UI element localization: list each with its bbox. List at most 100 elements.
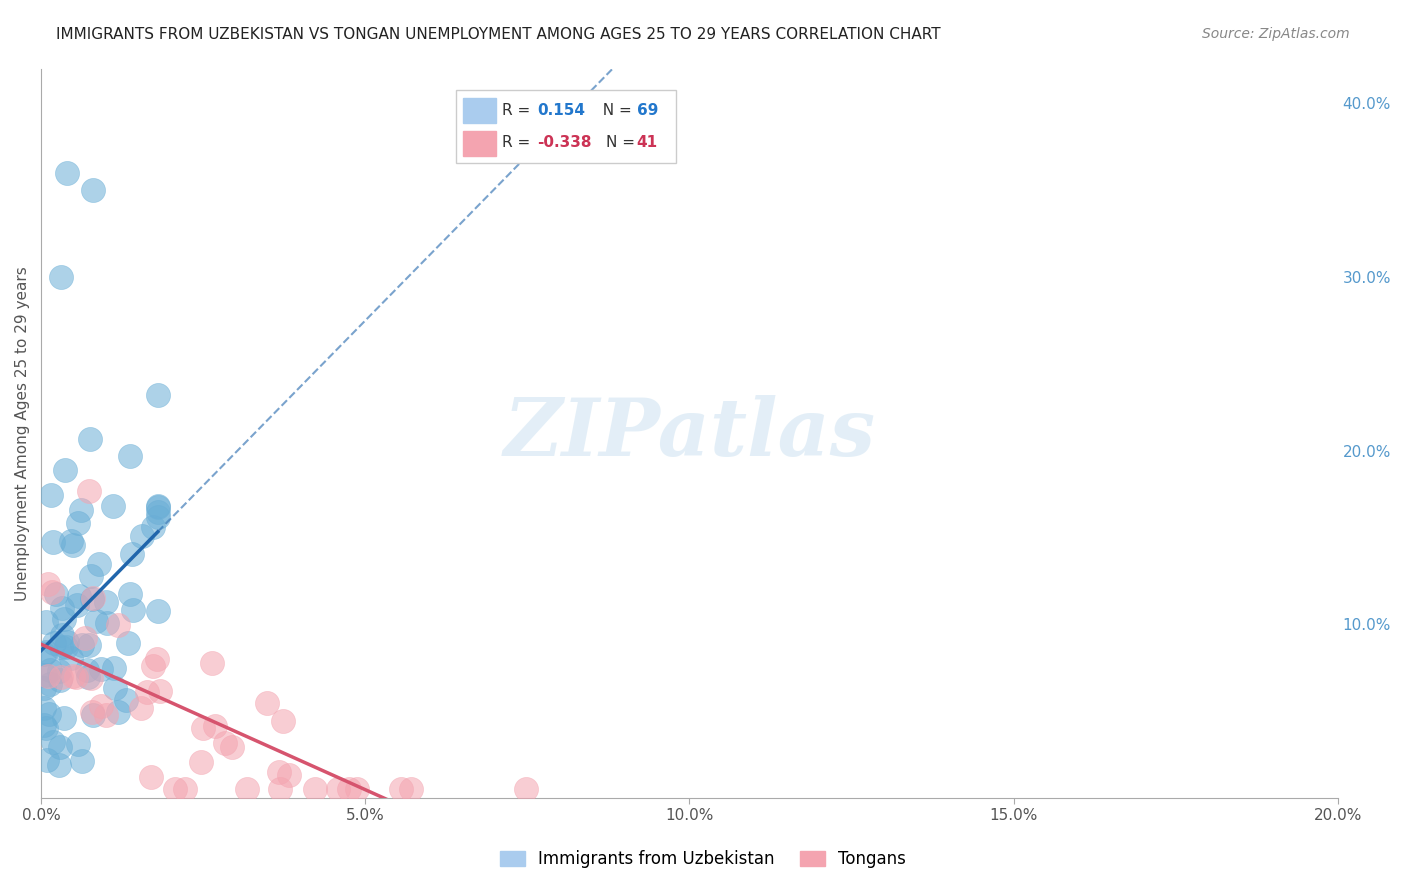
Point — [67, 516, 90, 531]
Point — [163, 782, 186, 797]
Point — [204, 719, 226, 733]
Point — [56, 166, 79, 180]
Point — [34, 647, 56, 661]
Point — [37, 669, 59, 683]
Point — [44, 636, 66, 650]
Point — [49, 739, 72, 754]
Point — [117, 636, 139, 650]
Point — [51, 670, 73, 684]
Point — [269, 765, 291, 780]
Point — [346, 782, 368, 797]
Point — [235, 782, 257, 797]
Point — [55, 640, 77, 654]
Point — [82, 183, 104, 197]
Point — [77, 484, 100, 499]
Text: Source: ZipAtlas.com: Source: ZipAtlas.com — [1202, 27, 1350, 41]
Point — [120, 587, 142, 601]
Point — [70, 638, 93, 652]
Point — [62, 669, 84, 683]
Point — [96, 616, 118, 631]
Legend: Immigrants from Uzbekistan, Tongans: Immigrants from Uzbekistan, Tongans — [494, 844, 912, 875]
Point — [82, 708, 104, 723]
Point — [271, 714, 294, 729]
Point — [131, 529, 153, 543]
Point — [191, 721, 214, 735]
Point — [89, 557, 111, 571]
Point — [49, 640, 72, 654]
Point — [115, 693, 138, 707]
Point — [76, 663, 98, 677]
Point — [39, 488, 62, 502]
Point — [201, 656, 224, 670]
Point — [190, 755, 212, 769]
Point — [75, 631, 97, 645]
Point — [104, 681, 127, 696]
Point — [142, 520, 165, 534]
Point — [221, 739, 243, 754]
Point — [48, 673, 70, 688]
Point — [515, 782, 537, 797]
Point — [148, 684, 170, 698]
Point — [399, 782, 422, 797]
Point — [48, 664, 70, 678]
Point — [269, 782, 291, 797]
Point — [146, 499, 169, 513]
Point — [41, 584, 63, 599]
Text: ZIPatlas: ZIPatlas — [503, 394, 876, 472]
Point — [146, 500, 169, 515]
Point — [80, 569, 103, 583]
Point — [53, 711, 76, 725]
Point — [35, 615, 58, 630]
Point — [121, 603, 143, 617]
Point — [48, 758, 70, 772]
Point — [277, 768, 299, 782]
Point — [146, 651, 169, 665]
Point — [214, 736, 236, 750]
Point — [94, 708, 117, 723]
Point — [70, 754, 93, 768]
Point — [82, 592, 104, 607]
Point — [77, 638, 100, 652]
Point — [326, 782, 349, 797]
Point — [41, 735, 63, 749]
Point — [389, 782, 412, 797]
Point — [39, 677, 62, 691]
Point — [103, 661, 125, 675]
Point — [65, 670, 87, 684]
Point — [62, 538, 84, 552]
Point — [80, 671, 103, 685]
Point — [142, 658, 165, 673]
Point — [38, 663, 60, 677]
Point — [34, 681, 56, 695]
Point — [90, 699, 112, 714]
Point — [337, 782, 360, 797]
Point — [139, 770, 162, 784]
Point — [101, 499, 124, 513]
Point — [90, 662, 112, 676]
Point — [45, 587, 67, 601]
Point — [82, 591, 104, 605]
Point — [107, 618, 129, 632]
Point — [173, 782, 195, 797]
Point — [41, 535, 63, 549]
Text: IMMIGRANTS FROM UZBEKISTAN VS TONGAN UNEMPLOYMENT AMONG AGES 25 TO 29 YEARS CORR: IMMIGRANTS FROM UZBEKISTAN VS TONGAN UNE… — [56, 27, 941, 42]
Point — [66, 598, 89, 612]
Point — [49, 269, 72, 284]
Point — [80, 705, 103, 719]
Point — [79, 432, 101, 446]
Point — [35, 721, 58, 735]
Point — [67, 737, 90, 751]
Point — [52, 612, 75, 626]
Point — [56, 634, 79, 648]
Point — [94, 595, 117, 609]
Point — [69, 503, 91, 517]
Point — [34, 718, 56, 732]
Point — [146, 509, 169, 524]
Point — [60, 533, 83, 548]
Point — [34, 701, 56, 715]
Point — [77, 670, 100, 684]
Point — [256, 696, 278, 710]
Point — [34, 667, 56, 681]
Point — [67, 589, 90, 603]
Point — [59, 651, 82, 665]
